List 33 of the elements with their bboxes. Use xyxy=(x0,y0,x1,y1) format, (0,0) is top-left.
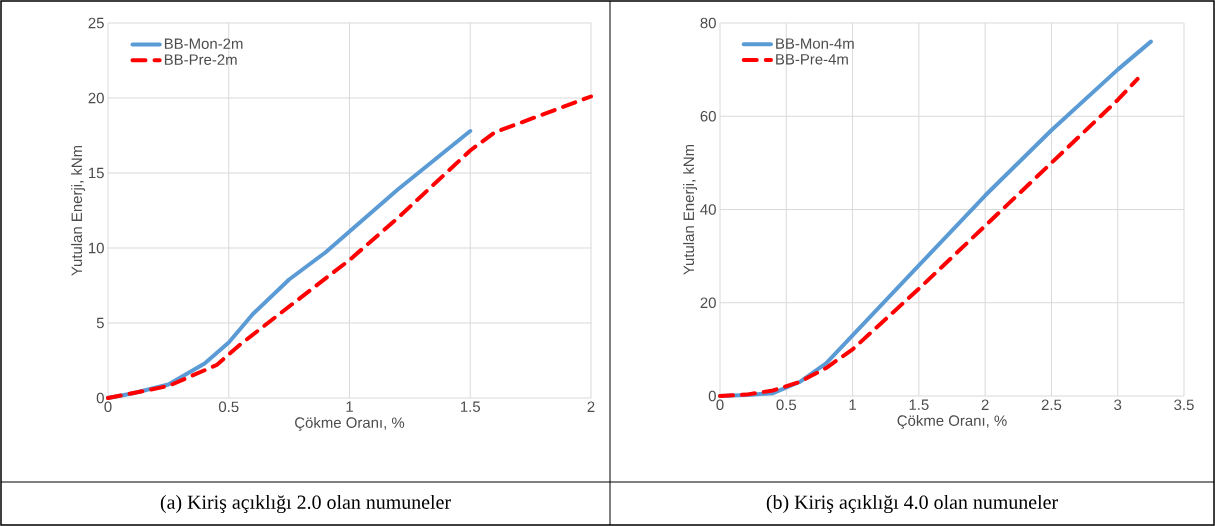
x-tick-label: 0 xyxy=(716,399,724,411)
y-tick-label: 40 xyxy=(700,204,716,215)
y-tick-label: 15 xyxy=(89,167,104,179)
legend-label: BB-Pre-2m xyxy=(164,54,237,65)
x-tick-label: 1.5 xyxy=(909,399,929,410)
x-axis-title: Çökme Oranı, % xyxy=(295,416,405,431)
y-tick-label: 25 xyxy=(88,17,104,29)
y-tick-label: 60 xyxy=(700,110,716,122)
x-tick-label: 0.5 xyxy=(776,399,797,411)
y-tick-label: 0 xyxy=(708,390,716,402)
y-axis-title: Yutulan Enerji, kNm xyxy=(683,144,698,275)
x-tick-label: 1 xyxy=(346,401,353,412)
y-tick-label: 20 xyxy=(700,297,716,309)
x-tick-label: 3 xyxy=(1114,399,1122,411)
x-tick-label: 2 xyxy=(981,399,989,410)
y-tick-label: 20 xyxy=(88,92,104,104)
y-tick-label: 5 xyxy=(96,317,104,329)
x-tick-label: 1.5 xyxy=(461,401,481,412)
x-tick-label: 2 xyxy=(587,401,595,412)
x-tick-label: 0 xyxy=(104,401,112,413)
x-tick-label: 3.5 xyxy=(1174,399,1194,411)
text: (a) Kiriş açıklığı 2.0 olan numuneler xyxy=(160,494,451,514)
y-tick-label: 10 xyxy=(89,242,104,254)
x-axis-title: Çökme Oranı, % xyxy=(897,414,1007,429)
x-tick-label: 2.5 xyxy=(1041,399,1062,411)
legend-label: BB-Pre-4m xyxy=(776,54,848,65)
y-axis-title: Yutulan Enerji, kNm xyxy=(71,145,86,276)
x-tick-label: 0.5 xyxy=(218,401,239,413)
text: (b) Kiriş açıklığı 4.0 olan numuneler xyxy=(766,494,1058,514)
legend-label: BB-Mon-4m xyxy=(776,38,854,49)
legend-label: BB-Mon-2m xyxy=(164,38,243,50)
x-tick-label: 1 xyxy=(849,399,856,410)
y-tick-label: 80 xyxy=(700,17,716,29)
